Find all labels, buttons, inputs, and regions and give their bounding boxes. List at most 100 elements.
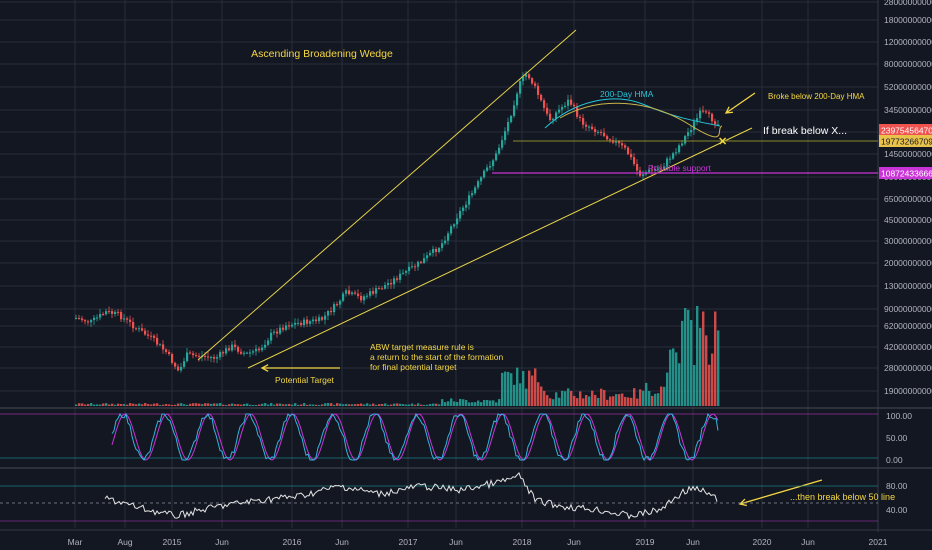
candle-body [411,266,414,268]
candle-body [531,78,534,84]
volume-bar [687,309,690,406]
x-tick-label: Jun [801,537,815,547]
volume-bar [180,403,183,406]
volume-bar [375,404,378,406]
volume-bar [714,311,717,406]
volume-bar [96,404,99,406]
candle-body [138,328,141,330]
volume-bar [225,404,228,406]
volume-bar [690,319,693,406]
candle-body [267,340,270,345]
price-tick-label: 450000000000 [884,215,932,225]
candle-body [303,319,306,326]
volume-bar [423,404,426,406]
volume-bar [657,393,660,406]
candle-body [552,118,555,120]
x-tick-label: 2020 [753,537,772,547]
candle-body [162,344,165,350]
volume-bar [489,400,492,406]
candle-body [441,243,444,248]
candle-body [456,218,459,225]
volume-bar [369,404,372,406]
volume-bar [534,368,537,406]
volume-bar [681,320,684,406]
volume-bar [117,403,120,406]
volume-bar [531,375,534,406]
candle-body [648,169,651,173]
volume-bar [444,402,447,406]
volume-bar [477,400,480,406]
candle-body [351,292,354,295]
volume-bar [684,308,687,406]
candle-body [249,352,252,354]
x-tick-label: 2021 [869,537,888,547]
candle-body [426,255,429,259]
x-tick-label: 2019 [636,537,655,547]
volume-bar [540,386,543,406]
volume-bar [276,403,279,406]
volume-bar [654,393,657,406]
candle-body [186,352,189,362]
price-tag: 1977326670958 [879,135,932,147]
volume-bar [498,399,501,406]
volume-bar [390,404,393,406]
candle-body [75,317,78,319]
candle-body [465,204,468,208]
volume-bar [441,399,444,406]
candle-body [537,85,540,95]
stoch-axis-label: 50.00 [886,433,908,443]
candle-body [663,166,666,169]
candle-body [150,335,153,337]
candle-body [237,346,240,352]
candle-body [318,317,321,322]
candle-body [78,317,81,319]
candle-body [576,106,579,117]
candle-body [615,141,618,143]
candle-body [207,356,210,358]
volume-bar [564,391,567,406]
candle-body [636,164,639,171]
volume-bar [618,394,621,406]
price-tick-label: 3450000000000 [884,105,932,115]
stoch-d-line [111,413,719,461]
candle-body [327,311,330,316]
volume-bar [606,399,609,406]
volume-bar [696,306,699,406]
candle-body [183,361,186,367]
candle-body [681,143,684,146]
candle-body [429,252,432,256]
candle-body [222,352,225,354]
volume-bar [486,399,489,406]
volume-bar [357,403,360,406]
candle-body [261,347,264,351]
volume-bar [108,404,111,406]
volume-bar [327,403,330,406]
rsi-axis-label: 40.00 [886,505,908,515]
candle-body [666,158,669,167]
candle-body [489,166,492,168]
volume-bar [222,404,225,406]
volume-bar [285,404,288,406]
candle-body [390,283,393,285]
rsi-axis-label: 80.00 [886,481,908,491]
volume-bar [573,395,576,406]
volume-bar [561,390,564,406]
volume-bar [666,372,669,406]
volume-bar [249,404,252,406]
candle-body [684,135,687,144]
candle-body [309,321,312,324]
volume-bar [633,388,636,406]
volume-bar [402,404,405,406]
hma-curve-yellow [559,102,723,138]
price-tag-label: 1087243366668 [881,169,932,179]
volume-bar [624,396,627,406]
volume-bar [639,389,642,406]
candle-body [405,271,408,273]
candle-body [477,181,480,188]
volume-bar [480,402,483,406]
volume-bar [78,403,81,406]
axes: 28000000000000 18000000000000 120000000000… [68,0,932,547]
volume-bar [354,404,357,406]
hma-curve-teal [544,98,721,129]
